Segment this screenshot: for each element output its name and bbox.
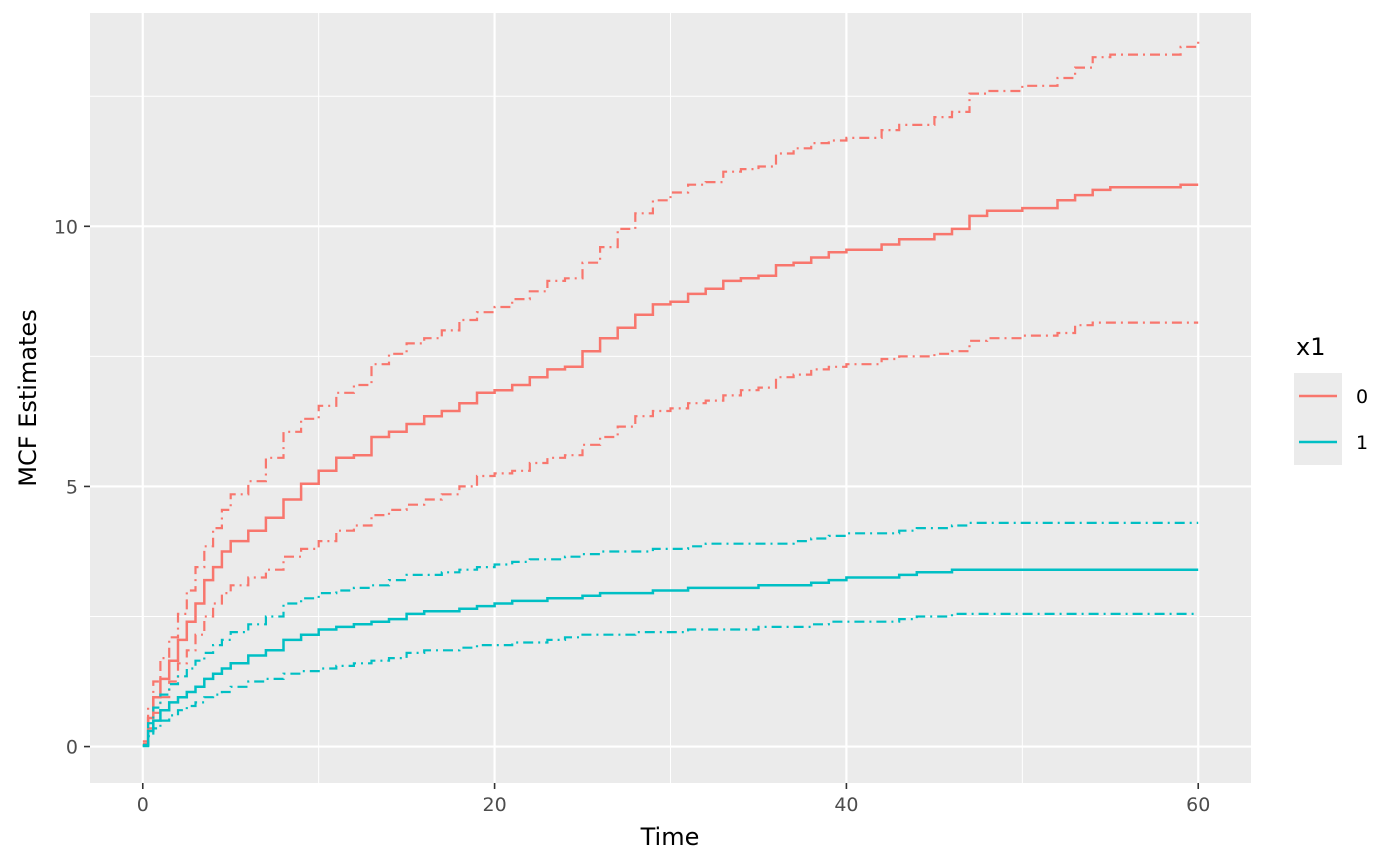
x-tick-label: 0 — [137, 794, 149, 816]
x-tick-label: 20 — [482, 794, 506, 816]
y-tick-label: 0 — [66, 737, 78, 759]
y-tick-label: 10 — [54, 216, 78, 238]
series-0 — [142, 41, 1200, 747]
y-axis-title: MCF Estimates — [14, 309, 42, 486]
y-axis: 0 5 10 — [54, 216, 90, 759]
series-1-estimate-line — [142, 568, 1199, 747]
legend-label-1: 1 — [1356, 432, 1368, 454]
series-1 — [142, 521, 1199, 748]
series-0-upper-band — [142, 41, 1200, 743]
x-tick-label: 40 — [834, 794, 858, 816]
legend: x1 0 1 — [1294, 333, 1368, 465]
series-layer — [142, 41, 1200, 748]
x-axis-title: Time — [640, 823, 700, 851]
series-1-upper-band — [142, 521, 1199, 747]
series-1-lower-band — [142, 612, 1199, 748]
x-tick-label: 60 — [1186, 794, 1210, 816]
legend-label-0: 0 — [1356, 386, 1368, 408]
x-axis: 0 20 40 60 — [137, 783, 1210, 816]
y-tick-label: 5 — [66, 476, 78, 498]
legend-title: x1 — [1296, 333, 1325, 361]
series-0-lower-band — [142, 321, 1199, 747]
series-0-estimate-line — [142, 183, 1199, 746]
